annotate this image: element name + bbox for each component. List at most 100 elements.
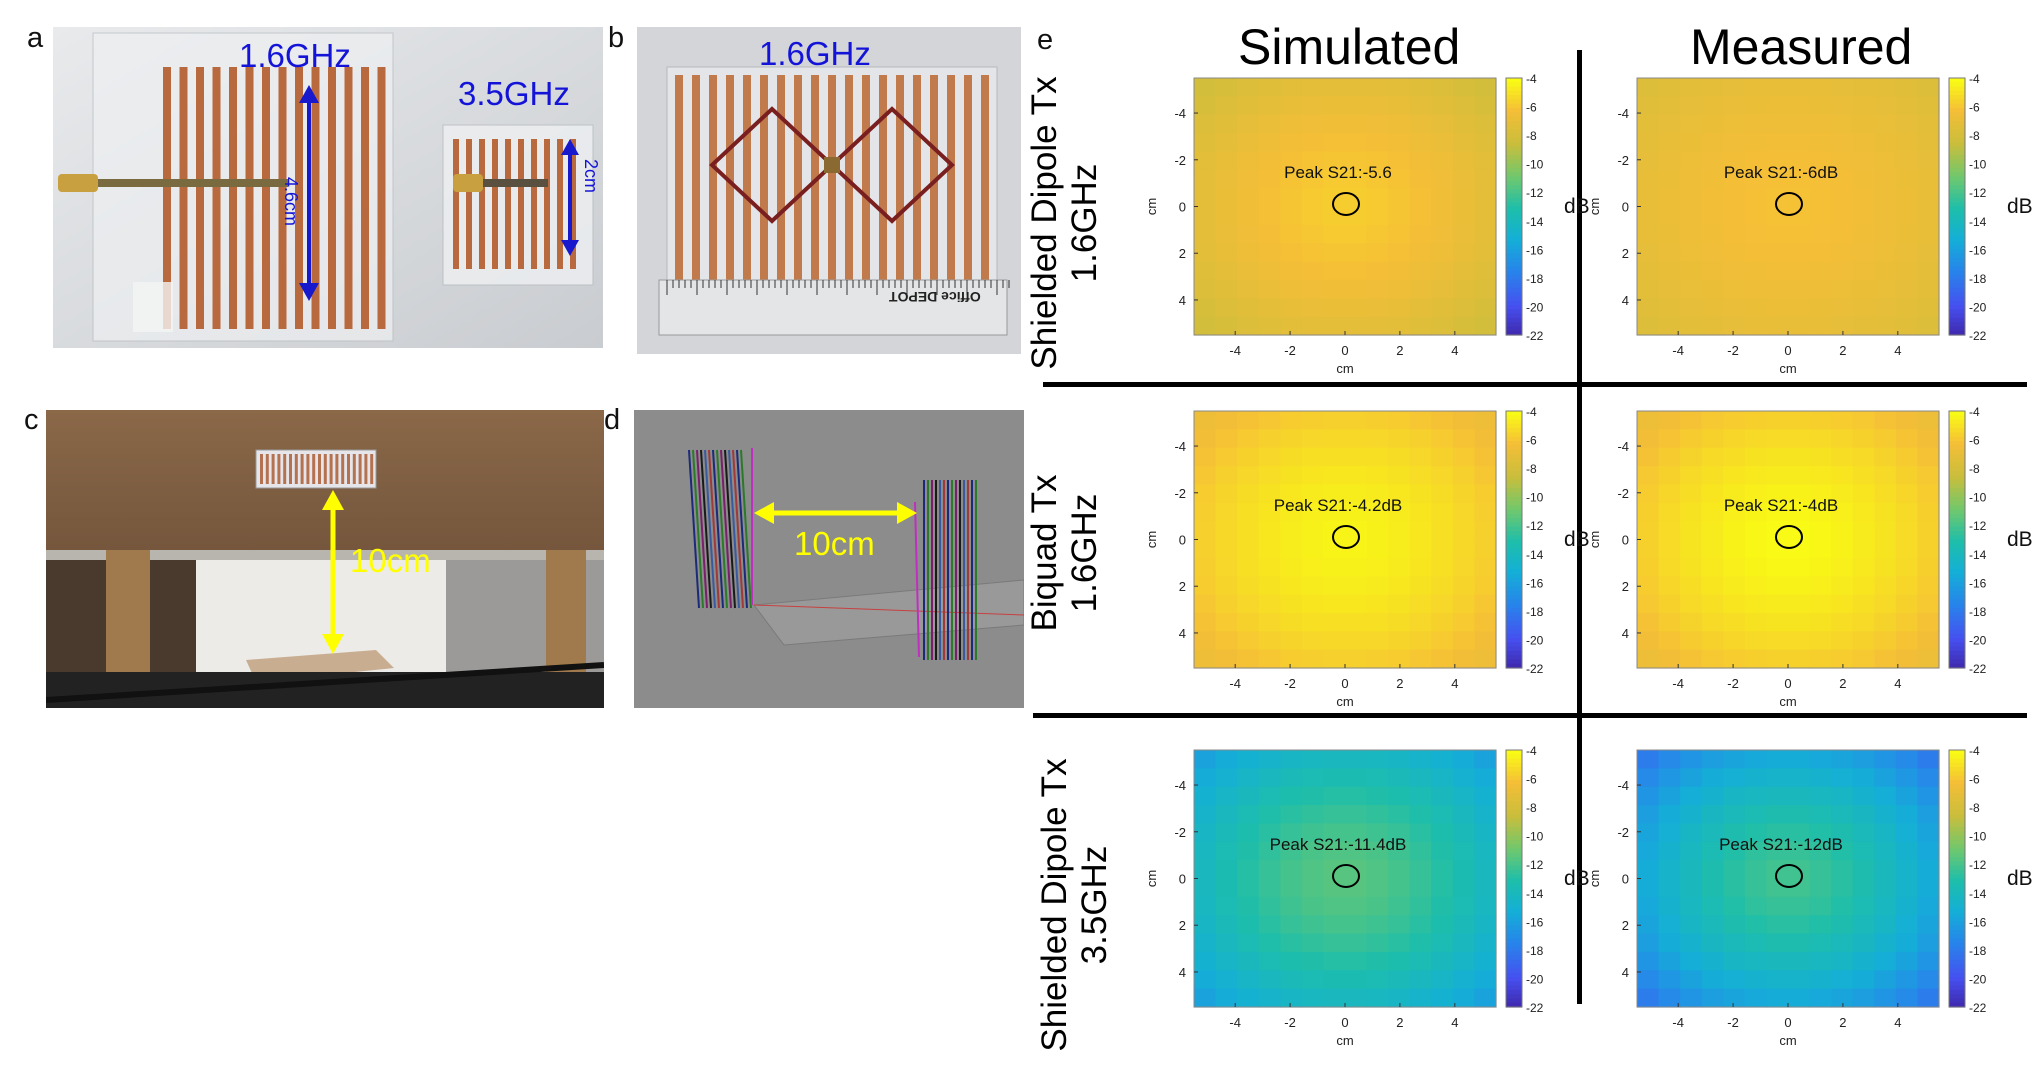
copper-strip — [312, 454, 316, 484]
x-tick-label: -2 — [1284, 343, 1296, 358]
heatmap-cell — [1658, 970, 1681, 990]
heatmap-cell — [1895, 466, 1919, 486]
heatmap-cell — [1723, 133, 1746, 153]
colorbar-tick-label: -8 — [1526, 462, 1537, 476]
heatmap-cell — [1301, 896, 1325, 916]
heatmap-cell — [1701, 243, 1724, 263]
heatmap-cell — [1788, 261, 1811, 281]
y-tick-label: 4 — [1622, 965, 1629, 980]
heatmap-cell — [1215, 896, 1238, 916]
heatmap-cell — [1409, 896, 1432, 916]
peak-annotation: Peak S21:-11.4dB — [1270, 835, 1407, 854]
colorbar-segment — [1949, 942, 1965, 948]
heatmap-cell — [1409, 933, 1432, 953]
heatmap-cell — [1323, 96, 1346, 116]
heatmap-cell — [1474, 96, 1497, 116]
peak-annotation: Peak S21:-12dB — [1719, 835, 1843, 854]
colorbar-segment — [1506, 496, 1522, 502]
colorbar-segment — [1949, 150, 1965, 156]
y-axis-label: cm — [1587, 198, 1602, 215]
colorbar-segment — [1506, 827, 1522, 832]
colorbar-segment — [1949, 475, 1965, 481]
colorbar-segment — [1949, 659, 1965, 665]
heatmap-cell — [1258, 878, 1281, 898]
heatmap-cell — [1658, 188, 1681, 208]
heatmap-cell — [1831, 612, 1854, 632]
x-tick-label: 0 — [1341, 676, 1348, 691]
colorbar-segment — [1506, 861, 1522, 867]
heatmap-cell — [1452, 298, 1476, 318]
copper-strip — [179, 67, 188, 329]
heatmap-cell — [1701, 279, 1724, 299]
heatmap-cell — [1788, 915, 1811, 935]
y-axis-label: cm — [1587, 870, 1602, 887]
colorbar-segment — [1506, 899, 1522, 905]
colorbar-segment — [1506, 981, 1522, 987]
colorbar-segment — [1949, 865, 1965, 871]
colorbar-segment — [1949, 449, 1965, 455]
heatmap-cell — [1474, 988, 1497, 1008]
colorbar-segment — [1506, 275, 1522, 280]
heatmap-cell — [1874, 224, 1897, 244]
x-tick-label: 0 — [1784, 343, 1791, 358]
heatmap-cell — [1809, 896, 1832, 916]
colorbar-segment — [1949, 313, 1965, 319]
heatmap-cell — [1215, 951, 1238, 971]
heatmap-cell — [1366, 594, 1389, 614]
colorbar-tick-label: -18 — [1969, 605, 1987, 619]
heatmap-cell — [1280, 823, 1303, 843]
heatmap-cell — [1831, 649, 1854, 669]
sim-model-d-drawing — [634, 410, 1024, 708]
x-axis-label: cm — [1779, 1033, 1796, 1048]
colorbar-segment — [1506, 526, 1522, 532]
heatmap-cell — [1658, 169, 1681, 189]
heatmap-cell — [1194, 612, 1217, 632]
colorbar-segment — [1506, 925, 1522, 931]
colorbar-segment — [1506, 771, 1522, 777]
heatmap-cell — [1788, 557, 1811, 577]
heatmap-cell — [1680, 243, 1703, 263]
colorbar-segment — [1506, 210, 1522, 216]
peak-marker — [1775, 192, 1803, 216]
colorbar-segment — [1506, 86, 1522, 92]
heatmap-cell — [1258, 805, 1281, 825]
heatmap-cell — [1680, 594, 1703, 614]
colorbar-segment — [1506, 103, 1522, 109]
heatmap-cell — [1744, 649, 1768, 669]
heatmap-cell — [1766, 429, 1789, 449]
colorbar-segment — [1949, 998, 1965, 1004]
heatmap-cell — [1917, 521, 1940, 541]
y-tick-label: -4 — [1617, 778, 1629, 793]
colorbar-segment — [1506, 947, 1522, 952]
heatmap-cell — [1409, 860, 1432, 880]
heatmap-cell — [1323, 243, 1346, 263]
heatmap-cell — [1874, 447, 1897, 467]
heatmap-cell — [1258, 502, 1281, 522]
heatmap-cell — [1895, 970, 1919, 990]
colorbar-segment — [1506, 300, 1522, 306]
colorbar-segment — [1506, 458, 1522, 463]
colorbar-segment — [1949, 432, 1965, 438]
heatmap-cell — [1452, 896, 1476, 916]
heatmap-cell — [1215, 649, 1238, 669]
heatmap-cell — [1744, 114, 1768, 134]
y-tick-label: -2 — [1174, 153, 1186, 168]
heatmap-cell — [1874, 860, 1897, 880]
heatmap-cell — [1194, 750, 1217, 769]
heatmap-cell — [1280, 243, 1303, 263]
heatmap-cell — [1258, 786, 1281, 806]
heatmap-cell — [1723, 96, 1746, 116]
heatmap-cell — [1917, 169, 1940, 189]
colorbar-segment — [1949, 133, 1965, 139]
heatmap-cell — [1237, 521, 1260, 541]
heatmap-cell — [1874, 805, 1897, 825]
colorbar-segment — [1949, 552, 1965, 558]
heatmap-cell — [1258, 224, 1281, 244]
heatmap-cell — [1409, 915, 1432, 935]
colorbar-label: dB — [2007, 528, 2033, 551]
heatmap-cell — [1258, 78, 1281, 97]
heatmap-cell — [1215, 970, 1238, 990]
heatmap-cell — [1474, 823, 1497, 843]
colorbar-segment — [1506, 874, 1522, 880]
heatmap-cell — [1852, 786, 1875, 806]
